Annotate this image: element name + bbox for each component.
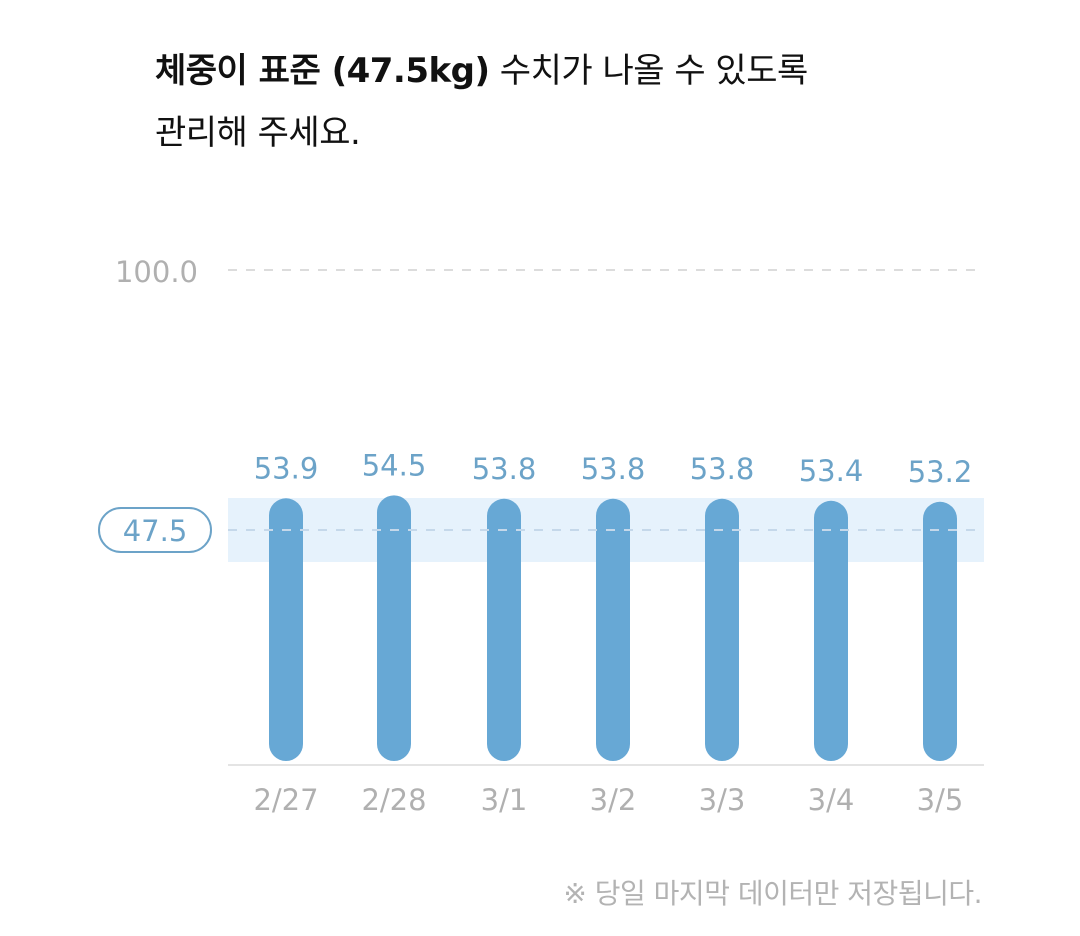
headline-line-1: 체중이 표준 (47.5kg) 수치가 나올 수 있도록: [155, 40, 975, 102]
xtick-label: 2/28: [361, 783, 426, 817]
bar: [487, 498, 521, 761]
xtick-label: 3/1: [481, 783, 528, 817]
reference-pill: [98, 507, 212, 553]
xtick-label: 3/4: [808, 783, 855, 817]
bar: [269, 498, 303, 761]
bar: [596, 498, 630, 761]
bar-value-label: 53.4: [799, 454, 864, 488]
bar-value-label: 53.8: [472, 452, 537, 486]
headline-bold: 체중이 표준 (47.5kg): [155, 51, 490, 91]
bar-value-label: 53.8: [690, 452, 755, 486]
xtick-label: 3/3: [699, 783, 746, 817]
bar: [923, 501, 957, 761]
bar: [814, 500, 848, 761]
bar-value-label: 53.2: [908, 455, 973, 489]
xtick-label: 2/27: [253, 783, 318, 817]
headline-rest: 수치가 나올 수 있도록: [489, 51, 808, 91]
xtick-label: 3/5: [917, 783, 964, 817]
footnote: ※ 당일 마지막 데이터만 저장됩니다.: [563, 877, 982, 910]
bar-value-label: 53.9: [254, 451, 319, 485]
reference-label: 47.5: [123, 514, 188, 548]
headline: 체중이 표준 (47.5kg) 수치가 나올 수 있도록 관리해 주세요.: [155, 40, 975, 164]
bar-value-label: 54.5: [362, 448, 427, 482]
bar: [705, 498, 739, 761]
ytick-label: 100.0: [115, 255, 198, 289]
bar: [377, 495, 411, 761]
xtick-label: 3/2: [590, 783, 637, 817]
headline-line-2: 관리해 주세요.: [155, 113, 361, 153]
bar-value-label: 53.8: [581, 452, 646, 486]
